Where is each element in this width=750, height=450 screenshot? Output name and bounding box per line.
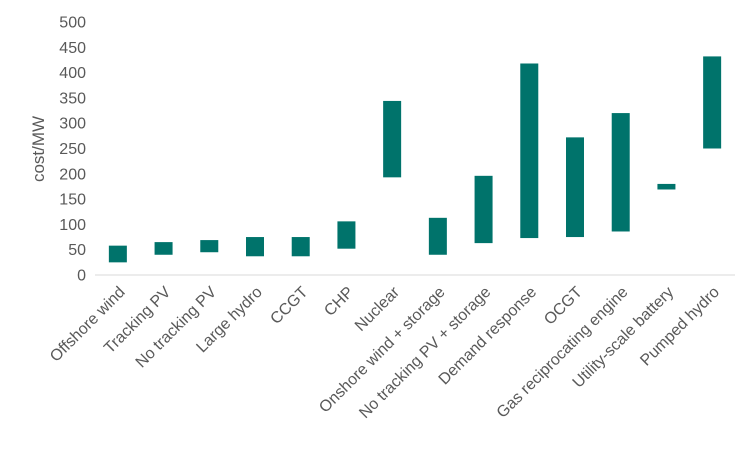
y-tick-label: 50 [68,242,86,259]
range-bar [611,113,630,232]
y-tick-label: 300 [59,116,86,133]
y-tick-label: 150 [59,192,86,209]
y-axis: 0 50 100 150 200 250 300 350 400 450 500 [59,15,86,285]
x-tick-label: OCGT [541,284,586,329]
range-bar [383,100,402,178]
range-bar [291,237,310,257]
y-tick-label: 250 [59,141,86,158]
range-bar [566,137,584,238]
y-tick-label: 100 [59,217,86,234]
y-axis-title: cost/MW [29,116,48,182]
range-bar [337,221,356,249]
y-tick-label: 500 [59,15,86,32]
x-tick-label: CCGT [267,284,311,328]
range-bar [246,237,264,257]
x-tick-label: CHP [321,284,357,320]
y-tick-label: 400 [59,65,86,82]
range-bar [520,63,539,239]
y-tick-label: 0 [77,268,86,285]
range-bar [703,56,722,149]
y-tick-label: 200 [59,166,86,183]
y-tick-label: 450 [59,40,86,57]
range-bar [474,175,493,244]
x-tick-label: Pumped hydro [637,284,723,370]
x-tick-label: No tracking PV [133,284,221,372]
bars [108,56,722,263]
range-bar [657,183,676,190]
range-bar [428,217,447,255]
y-tick-label: 350 [59,90,86,107]
range-bar [200,240,219,253]
range-bar [154,242,173,255]
range-bar [108,245,127,263]
